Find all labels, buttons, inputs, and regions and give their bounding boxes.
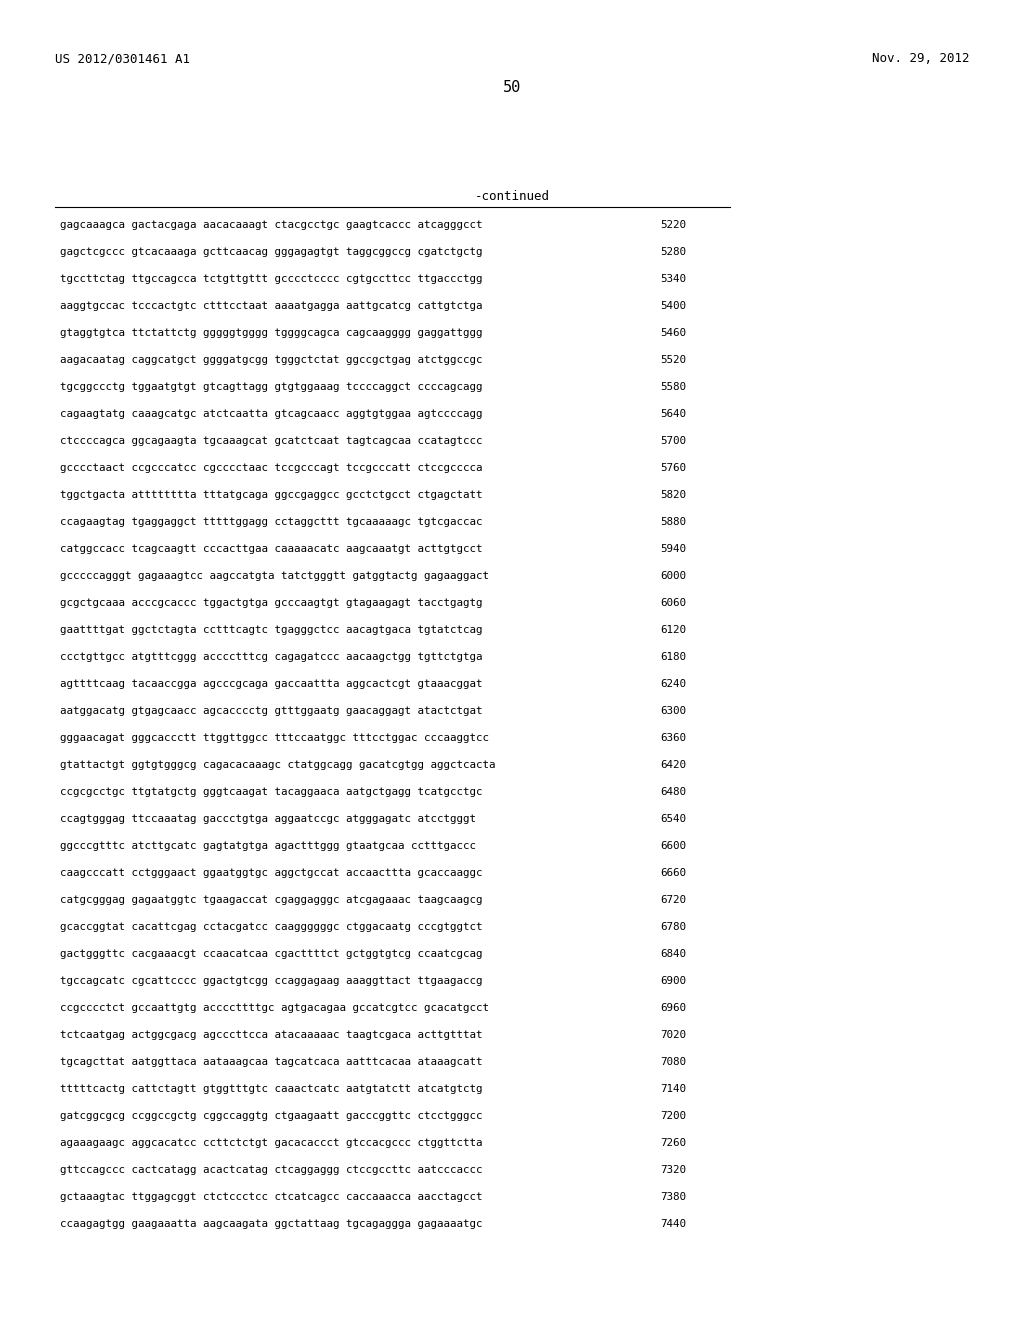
Text: gtattactgt ggtgtgggcg cagacacaaagc ctatggcagg gacatcgtgg aggctcacta: gtattactgt ggtgtgggcg cagacacaaagc ctatg…: [60, 760, 496, 770]
Text: ccagtgggag ttccaaatag gaccctgtga aggaatccgc atgggagatc atcctgggt: ccagtgggag ttccaaatag gaccctgtga aggaatc…: [60, 814, 476, 824]
Text: 5460: 5460: [660, 327, 686, 338]
Text: catggccacc tcagcaagtt cccacttgaa caaaaacatc aagcaaatgt acttgtgcct: catggccacc tcagcaagtt cccacttgaa caaaaac…: [60, 544, 482, 554]
Text: 7440: 7440: [660, 1218, 686, 1229]
Text: gctaaagtac ttggagcggt ctctccctcc ctcatcagcc caccaaacca aacctagcct: gctaaagtac ttggagcggt ctctccctcc ctcatca…: [60, 1192, 482, 1203]
Text: 6840: 6840: [660, 949, 686, 960]
Text: 7200: 7200: [660, 1111, 686, 1121]
Text: 7140: 7140: [660, 1084, 686, 1094]
Text: gcccccagggt gagaaagtcc aagccatgta tatctgggtt gatggtactg gagaaggact: gcccccagggt gagaaagtcc aagccatgta tatctg…: [60, 572, 489, 581]
Text: 6240: 6240: [660, 678, 686, 689]
Text: 5580: 5580: [660, 381, 686, 392]
Text: 6060: 6060: [660, 598, 686, 609]
Text: 5700: 5700: [660, 436, 686, 446]
Text: 7080: 7080: [660, 1057, 686, 1067]
Text: -continued: -continued: [474, 190, 550, 203]
Text: 5280: 5280: [660, 247, 686, 257]
Text: aaggtgccac tcccactgtc ctttcctaat aaaatgagga aattgcatcg cattgtctga: aaggtgccac tcccactgtc ctttcctaat aaaatga…: [60, 301, 482, 312]
Text: 5880: 5880: [660, 517, 686, 527]
Text: 6480: 6480: [660, 787, 686, 797]
Text: 6780: 6780: [660, 921, 686, 932]
Text: cagaagtatg caaagcatgc atctcaatta gtcagcaacc aggtgtggaa agtccccagg: cagaagtatg caaagcatgc atctcaatta gtcagca…: [60, 409, 482, 418]
Text: 6660: 6660: [660, 869, 686, 878]
Text: 6120: 6120: [660, 624, 686, 635]
Text: catgcgggag gagaatggtc tgaagaccat cgaggagggc atcgagaaac taagcaagcg: catgcgggag gagaatggtc tgaagaccat cgaggag…: [60, 895, 482, 906]
Text: 6180: 6180: [660, 652, 686, 663]
Text: 5820: 5820: [660, 490, 686, 500]
Text: 7320: 7320: [660, 1166, 686, 1175]
Text: aagacaatag caggcatgct ggggatgcgg tgggctctat ggccgctgag atctggccgc: aagacaatag caggcatgct ggggatgcgg tgggctc…: [60, 355, 482, 366]
Text: ccagaagtag tgaggaggct tttttggagg cctaggcttt tgcaaaaagc tgtcgaccac: ccagaagtag tgaggaggct tttttggagg cctaggc…: [60, 517, 482, 527]
Text: tggctgacta atttttttta tttatgcaga ggccgaggcc gcctctgcct ctgagctatt: tggctgacta atttttttta tttatgcaga ggccgag…: [60, 490, 482, 500]
Text: gcaccggtat cacattcgag cctacgatcc caaggggggc ctggacaatg cccgtggtct: gcaccggtat cacattcgag cctacgatcc caagggg…: [60, 921, 482, 932]
Text: gttccagccc cactcatagg acactcatag ctcaggaggg ctccgccttc aatcccaccc: gttccagccc cactcatagg acactcatag ctcagga…: [60, 1166, 482, 1175]
Text: caagcccatt cctgggaact ggaatggtgc aggctgccat accaacttta gcaccaaggc: caagcccatt cctgggaact ggaatggtgc aggctgc…: [60, 869, 482, 878]
Text: gaattttgat ggctctagta cctttcagtc tgagggctcc aacagtgaca tgtatctcag: gaattttgat ggctctagta cctttcagtc tgagggc…: [60, 624, 482, 635]
Text: 5220: 5220: [660, 220, 686, 230]
Text: US 2012/0301461 A1: US 2012/0301461 A1: [55, 51, 190, 65]
Text: tgcagcttat aatggttaca aataaagcaa tagcatcaca aatttcacaa ataaagcatt: tgcagcttat aatggttaca aataaagcaa tagcatc…: [60, 1057, 482, 1067]
Text: agttttcaag tacaaccgga agcccgcaga gaccaattta aggcactcgt gtaaacggat: agttttcaag tacaaccgga agcccgcaga gaccaat…: [60, 678, 482, 689]
Text: 6540: 6540: [660, 814, 686, 824]
Text: 7260: 7260: [660, 1138, 686, 1148]
Text: aatggacatg gtgagcaacc agcacccctg gtttggaatg gaacaggagt atactctgat: aatggacatg gtgagcaacc agcacccctg gtttgga…: [60, 706, 482, 715]
Text: agaaagaagc aggcacatcc ccttctctgt gacacaccct gtccacgccc ctggttctta: agaaagaagc aggcacatcc ccttctctgt gacacac…: [60, 1138, 482, 1148]
Text: 5400: 5400: [660, 301, 686, 312]
Text: 5760: 5760: [660, 463, 686, 473]
Text: gcccctaact ccgcccatcc cgcccctaac tccgcccagt tccgcccatt ctccgcccca: gcccctaact ccgcccatcc cgcccctaac tccgccc…: [60, 463, 482, 473]
Text: tgccttctag ttgccagcca tctgttgttt gcccctcccc cgtgccttcc ttgaccctgg: tgccttctag ttgccagcca tctgttgttt gcccctc…: [60, 275, 482, 284]
Text: Nov. 29, 2012: Nov. 29, 2012: [871, 51, 969, 65]
Text: gatcggcgcg ccggccgctg cggccaggtg ctgaagaatt gacccggttc ctcctgggcc: gatcggcgcg ccggccgctg cggccaggtg ctgaaga…: [60, 1111, 482, 1121]
Text: gtaggtgtca ttctattctg gggggtgggg tggggcagca cagcaagggg gaggattggg: gtaggtgtca ttctattctg gggggtgggg tggggca…: [60, 327, 482, 338]
Text: ccctgttgcc atgtttcggg acccctttcg cagagatccc aacaagctgg tgttctgtga: ccctgttgcc atgtttcggg acccctttcg cagagat…: [60, 652, 482, 663]
Text: 6600: 6600: [660, 841, 686, 851]
Text: 6300: 6300: [660, 706, 686, 715]
Text: 50: 50: [503, 81, 521, 95]
Text: 6960: 6960: [660, 1003, 686, 1012]
Text: ccgcccctct gccaattgtg accccttttgc agtgacagaa gccatcgtcc gcacatgcct: ccgcccctct gccaattgtg accccttttgc agtgac…: [60, 1003, 489, 1012]
Text: 6360: 6360: [660, 733, 686, 743]
Text: gagctcgccc gtcacaaaga gcttcaacag gggagagtgt taggcggccg cgatctgctg: gagctcgccc gtcacaaaga gcttcaacag gggagag…: [60, 247, 482, 257]
Text: 6000: 6000: [660, 572, 686, 581]
Text: tttttcactg cattctagtt gtggtttgtc caaactcatc aatgtatctt atcatgtctg: tttttcactg cattctagtt gtggtttgtc caaactc…: [60, 1084, 482, 1094]
Text: ctccccagca ggcagaagta tgcaaagcat gcatctcaat tagtcagcaa ccatagtccc: ctccccagca ggcagaagta tgcaaagcat gcatctc…: [60, 436, 482, 446]
Text: gcgctgcaaa acccgcaccc tggactgtga gcccaagtgt gtagaagagt tacctgagtg: gcgctgcaaa acccgcaccc tggactgtga gcccaag…: [60, 598, 482, 609]
Text: tctcaatgag actggcgacg agcccttcca atacaaaaac taagtcgaca acttgtttat: tctcaatgag actggcgacg agcccttcca atacaaa…: [60, 1030, 482, 1040]
Text: 5640: 5640: [660, 409, 686, 418]
Text: ggcccgtttc atcttgcatc gagtatgtga agactttggg gtaatgcaa cctttgaccc: ggcccgtttc atcttgcatc gagtatgtga agacttt…: [60, 841, 476, 851]
Text: 5340: 5340: [660, 275, 686, 284]
Text: ccaagagtgg gaagaaatta aagcaagata ggctattaag tgcagaggga gagaaaatgc: ccaagagtgg gaagaaatta aagcaagata ggctatt…: [60, 1218, 482, 1229]
Text: ccgcgcctgc ttgtatgctg gggtcaagat tacaggaaca aatgctgagg tcatgcctgc: ccgcgcctgc ttgtatgctg gggtcaagat tacagga…: [60, 787, 482, 797]
Text: 6900: 6900: [660, 975, 686, 986]
Text: gactgggttc cacgaaacgt ccaacatcaa cgacttttct gctggtgtcg ccaatcgcag: gactgggttc cacgaaacgt ccaacatcaa cgacttt…: [60, 949, 482, 960]
Text: 7020: 7020: [660, 1030, 686, 1040]
Text: tgcggccctg tggaatgtgt gtcagttagg gtgtggaaag tccccaggct ccccagcagg: tgcggccctg tggaatgtgt gtcagttagg gtgtgga…: [60, 381, 482, 392]
Text: 7380: 7380: [660, 1192, 686, 1203]
Text: 5520: 5520: [660, 355, 686, 366]
Text: 5940: 5940: [660, 544, 686, 554]
Text: gggaacagat gggcaccctt ttggttggcc tttccaatggc tttcctggac cccaaggtcc: gggaacagat gggcaccctt ttggttggcc tttccaa…: [60, 733, 489, 743]
Text: gagcaaagca gactacgaga aacacaaagt ctacgcctgc gaagtcaccc atcagggcct: gagcaaagca gactacgaga aacacaaagt ctacgcc…: [60, 220, 482, 230]
Text: 6720: 6720: [660, 895, 686, 906]
Text: tgccagcatc cgcattcccc ggactgtcgg ccaggagaag aaaggttact ttgaagaccg: tgccagcatc cgcattcccc ggactgtcgg ccaggag…: [60, 975, 482, 986]
Text: 6420: 6420: [660, 760, 686, 770]
